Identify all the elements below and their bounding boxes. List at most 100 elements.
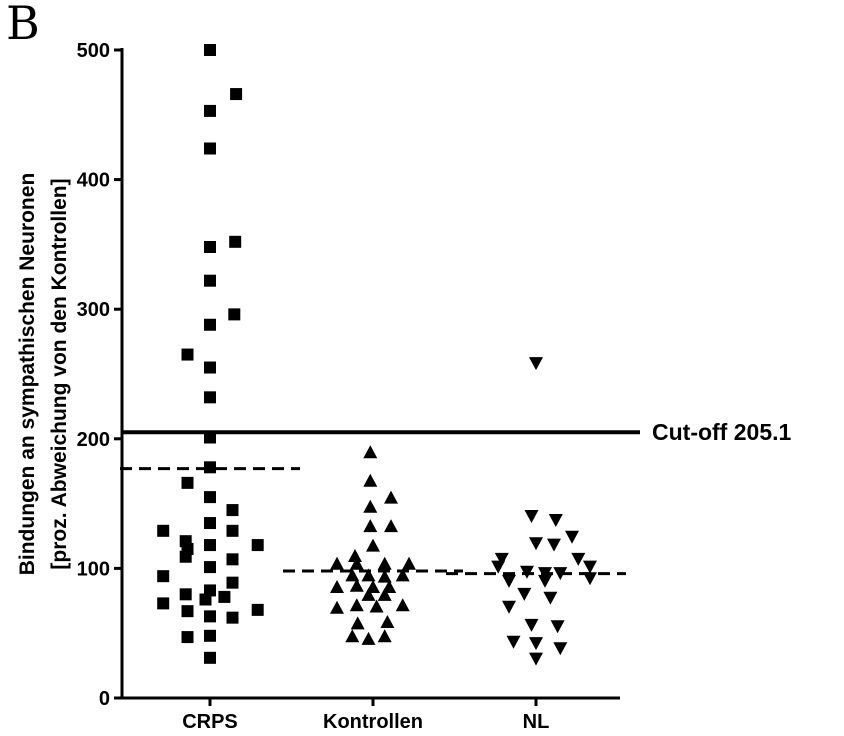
y-tick-label: 100 [77, 558, 110, 580]
x-tick-label: NL [523, 711, 550, 733]
data-points [157, 44, 597, 666]
data-point [204, 584, 216, 597]
data-point [204, 517, 216, 530]
data-point [226, 504, 239, 517]
data-point [524, 618, 539, 632]
data-point [226, 611, 239, 624]
data-point [502, 574, 516, 588]
data-point [330, 580, 344, 594]
data-point [380, 615, 395, 629]
data-point [204, 104, 216, 117]
data-point [345, 629, 360, 643]
y-tick-label: 200 [77, 429, 110, 451]
panel-label: B [6, 0, 40, 50]
data-point [363, 445, 378, 459]
data-point [204, 461, 216, 474]
data-point [524, 510, 539, 524]
data-point [330, 600, 344, 614]
data-point [565, 530, 579, 544]
data-point [349, 556, 364, 570]
data-point [204, 44, 216, 56]
data-point [179, 588, 192, 601]
y-tick-label: 500 [77, 40, 110, 62]
data-point [529, 537, 543, 551]
data-point [377, 569, 392, 583]
data-point [204, 240, 216, 253]
data-point [363, 473, 378, 487]
data-point [548, 513, 563, 527]
data-point [361, 631, 376, 645]
data-point [204, 361, 216, 374]
data-point [369, 599, 384, 613]
data-point [363, 519, 378, 533]
data-point [179, 550, 192, 563]
data-point [583, 560, 597, 574]
data-point [226, 576, 239, 589]
data-point [384, 519, 398, 533]
data-point [330, 556, 344, 570]
y-axis-label-line2: [proz. Abweichung von den Kontrollen] [48, 178, 71, 569]
data-point [395, 568, 410, 582]
x-tick-label: CRPS [182, 711, 238, 733]
data-point [520, 565, 534, 579]
data-point [204, 318, 216, 331]
data-point [204, 274, 216, 287]
data-point [204, 561, 216, 574]
data-point [251, 603, 264, 616]
data-point [377, 587, 392, 601]
median-lines [120, 467, 626, 576]
data-point [181, 631, 194, 644]
data-point [402, 556, 416, 570]
data-point [506, 635, 521, 649]
data-point [550, 620, 565, 634]
data-point [529, 357, 543, 371]
data-point [384, 490, 398, 504]
data-point [181, 476, 194, 489]
data-point [230, 88, 243, 101]
data-point [363, 499, 378, 513]
data-point [204, 142, 216, 155]
data-point [226, 553, 239, 566]
data-point [553, 567, 568, 581]
data-point [345, 568, 360, 582]
data-point [349, 578, 364, 592]
data-point [204, 539, 216, 552]
data-point [529, 652, 543, 666]
data-point [583, 572, 597, 586]
data-point [204, 651, 216, 664]
data-point [502, 600, 516, 614]
data-point [494, 552, 509, 566]
data-point [366, 538, 380, 552]
data-point [348, 548, 362, 562]
data-point [204, 629, 216, 642]
cutoff-label: Cut-off 205.1 [652, 419, 792, 445]
data-point [228, 308, 241, 321]
data-point [157, 524, 170, 537]
data-point [349, 598, 364, 612]
y-tick-label: 0 [99, 688, 110, 710]
data-point [226, 524, 239, 537]
data-point [251, 539, 264, 552]
data-point [395, 598, 410, 612]
data-point [571, 552, 586, 566]
data-point [517, 587, 532, 601]
data-point [377, 556, 392, 570]
data-point [377, 629, 392, 643]
data-point [181, 605, 194, 618]
x-tick-label: Kontrollen [323, 711, 423, 733]
data-point [181, 348, 194, 361]
data-point [491, 560, 506, 574]
data-point [199, 593, 212, 606]
data-point [361, 587, 376, 601]
y-tick-label: 300 [77, 299, 110, 321]
data-point [218, 590, 231, 603]
data-point [157, 570, 170, 583]
axes: 0 100 200 300 400 500 CRPS Kontrollen NL [77, 40, 620, 733]
cutoff-line-group: Cut-off 205.1 [122, 419, 792, 445]
data-point [361, 568, 376, 582]
data-point [157, 597, 170, 610]
data-point [547, 538, 561, 552]
data-point [543, 591, 558, 605]
data-point [204, 610, 216, 623]
data-point [553, 642, 568, 656]
